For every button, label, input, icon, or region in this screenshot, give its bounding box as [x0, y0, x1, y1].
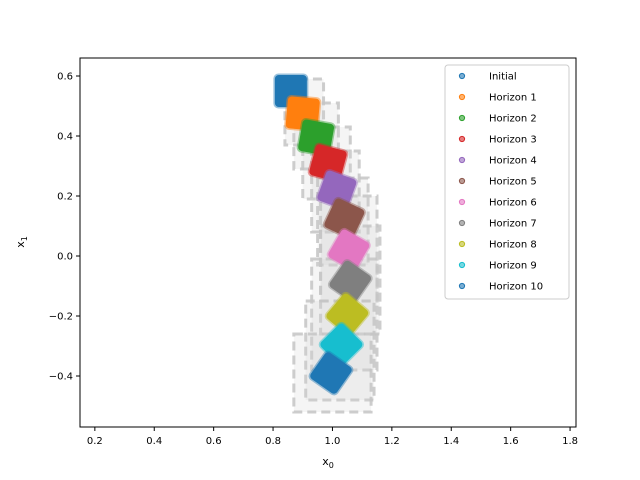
sample-clouds	[273, 73, 373, 396]
sample-cloud	[324, 291, 370, 338]
x-tick-label: 1.4	[443, 436, 459, 447]
legend-marker	[458, 156, 466, 164]
sample-cloud-core	[326, 293, 369, 336]
y-tick-label: −0.4	[49, 372, 73, 383]
x-tick-label: 0.8	[265, 436, 281, 447]
legend-label: Horizon 8	[489, 240, 537, 251]
legend-marker	[458, 198, 466, 206]
legend: Initial Horizon 1 Horizon 2 Horizon 3 Horizo…	[444, 64, 570, 300]
legend-label: Horizon 4	[489, 156, 537, 167]
y-axis-ticks: −0.4 −0.2 0.0 0.2 0.4 0.6	[49, 72, 80, 383]
legend-marker	[458, 261, 466, 269]
legend-entry: Horizon 2	[458, 114, 537, 125]
sample-cloud-core	[310, 352, 352, 394]
sample-cloud-core	[317, 170, 357, 210]
legend-entry: Horizon 4	[458, 156, 537, 167]
legend-marker	[458, 135, 466, 143]
legend-label: Horizon 7	[489, 219, 537, 230]
x-tick-label: 1.2	[384, 436, 400, 447]
legend-marker	[458, 219, 466, 227]
sample-cloud-core	[309, 144, 347, 182]
legend-entry: Horizon 10	[458, 282, 543, 293]
x-tick-label: 0.6	[206, 436, 222, 447]
legend-label: Horizon 1	[489, 93, 537, 104]
legend-entry: Horizon 3	[458, 135, 537, 146]
y-axis-label-main: x	[14, 241, 27, 248]
legend-marker	[458, 282, 466, 290]
x-axis-label-subscript: 0	[329, 461, 334, 470]
legend-label: Horizon 10	[489, 282, 543, 293]
legend-marker	[458, 240, 466, 248]
x-tick-label: 1.8	[562, 436, 578, 447]
legend-label: Horizon 3	[489, 135, 537, 146]
sample-cloud-core	[329, 260, 371, 303]
legend-entry: Horizon 7	[458, 219, 537, 230]
legend-entry: Horizon 5	[458, 177, 537, 188]
legend-entry: Initial	[458, 72, 517, 83]
legend-label: Horizon 9	[489, 261, 537, 272]
legend-entry: Horizon 9	[458, 261, 537, 272]
sample-cloud	[327, 259, 373, 304]
sample-cloud	[322, 196, 366, 241]
y-tick-label: 0.0	[57, 252, 73, 263]
legend-label: Horizon 6	[489, 198, 537, 209]
y-tick-label: 0.2	[57, 192, 73, 203]
legend-label: Horizon 5	[489, 177, 537, 188]
x-tick-label: 0.4	[146, 436, 162, 447]
x-tick-label: 0.2	[87, 436, 103, 447]
sample-cloud	[315, 168, 358, 212]
plot-frame	[79, 57, 577, 428]
legend-label: Horizon 2	[489, 114, 537, 125]
y-tick-label: −0.2	[49, 312, 73, 323]
sample-cloud-core	[324, 198, 365, 239]
y-axis-label: x1	[14, 236, 29, 248]
legend-marker	[458, 114, 466, 122]
sample-cloud-core	[328, 229, 370, 271]
sample-cloud	[307, 142, 349, 184]
x-axis-ticks: 0.2 0.4 0.6 0.8 1.0 1.2 1.4 1.6 1.8	[87, 427, 578, 447]
sample-cloud	[308, 350, 354, 396]
x-tick-label: 1.0	[325, 436, 341, 447]
legend-marker	[458, 177, 466, 185]
legend-marker	[458, 93, 466, 101]
y-tick-label: 0.6	[57, 72, 73, 83]
y-axis-label-subscript: 1	[20, 236, 29, 241]
legend-entry: Horizon 1	[458, 93, 537, 104]
x-tick-label: 1.6	[503, 436, 519, 447]
sample-cloud	[326, 227, 371, 273]
legend-items: Initial Horizon 1 Horizon 2 Horizon 3 Horizo…	[458, 72, 543, 293]
legend-frame	[444, 64, 570, 300]
legend-marker	[458, 72, 466, 80]
legend-entry: Horizon 6	[458, 198, 537, 209]
legend-entry: Horizon 8	[458, 240, 537, 251]
legend-label: Initial	[489, 72, 517, 83]
y-tick-label: 0.4	[57, 132, 73, 143]
x-axis-label-main: x	[322, 455, 329, 468]
x-axis-label: x0	[322, 455, 334, 470]
